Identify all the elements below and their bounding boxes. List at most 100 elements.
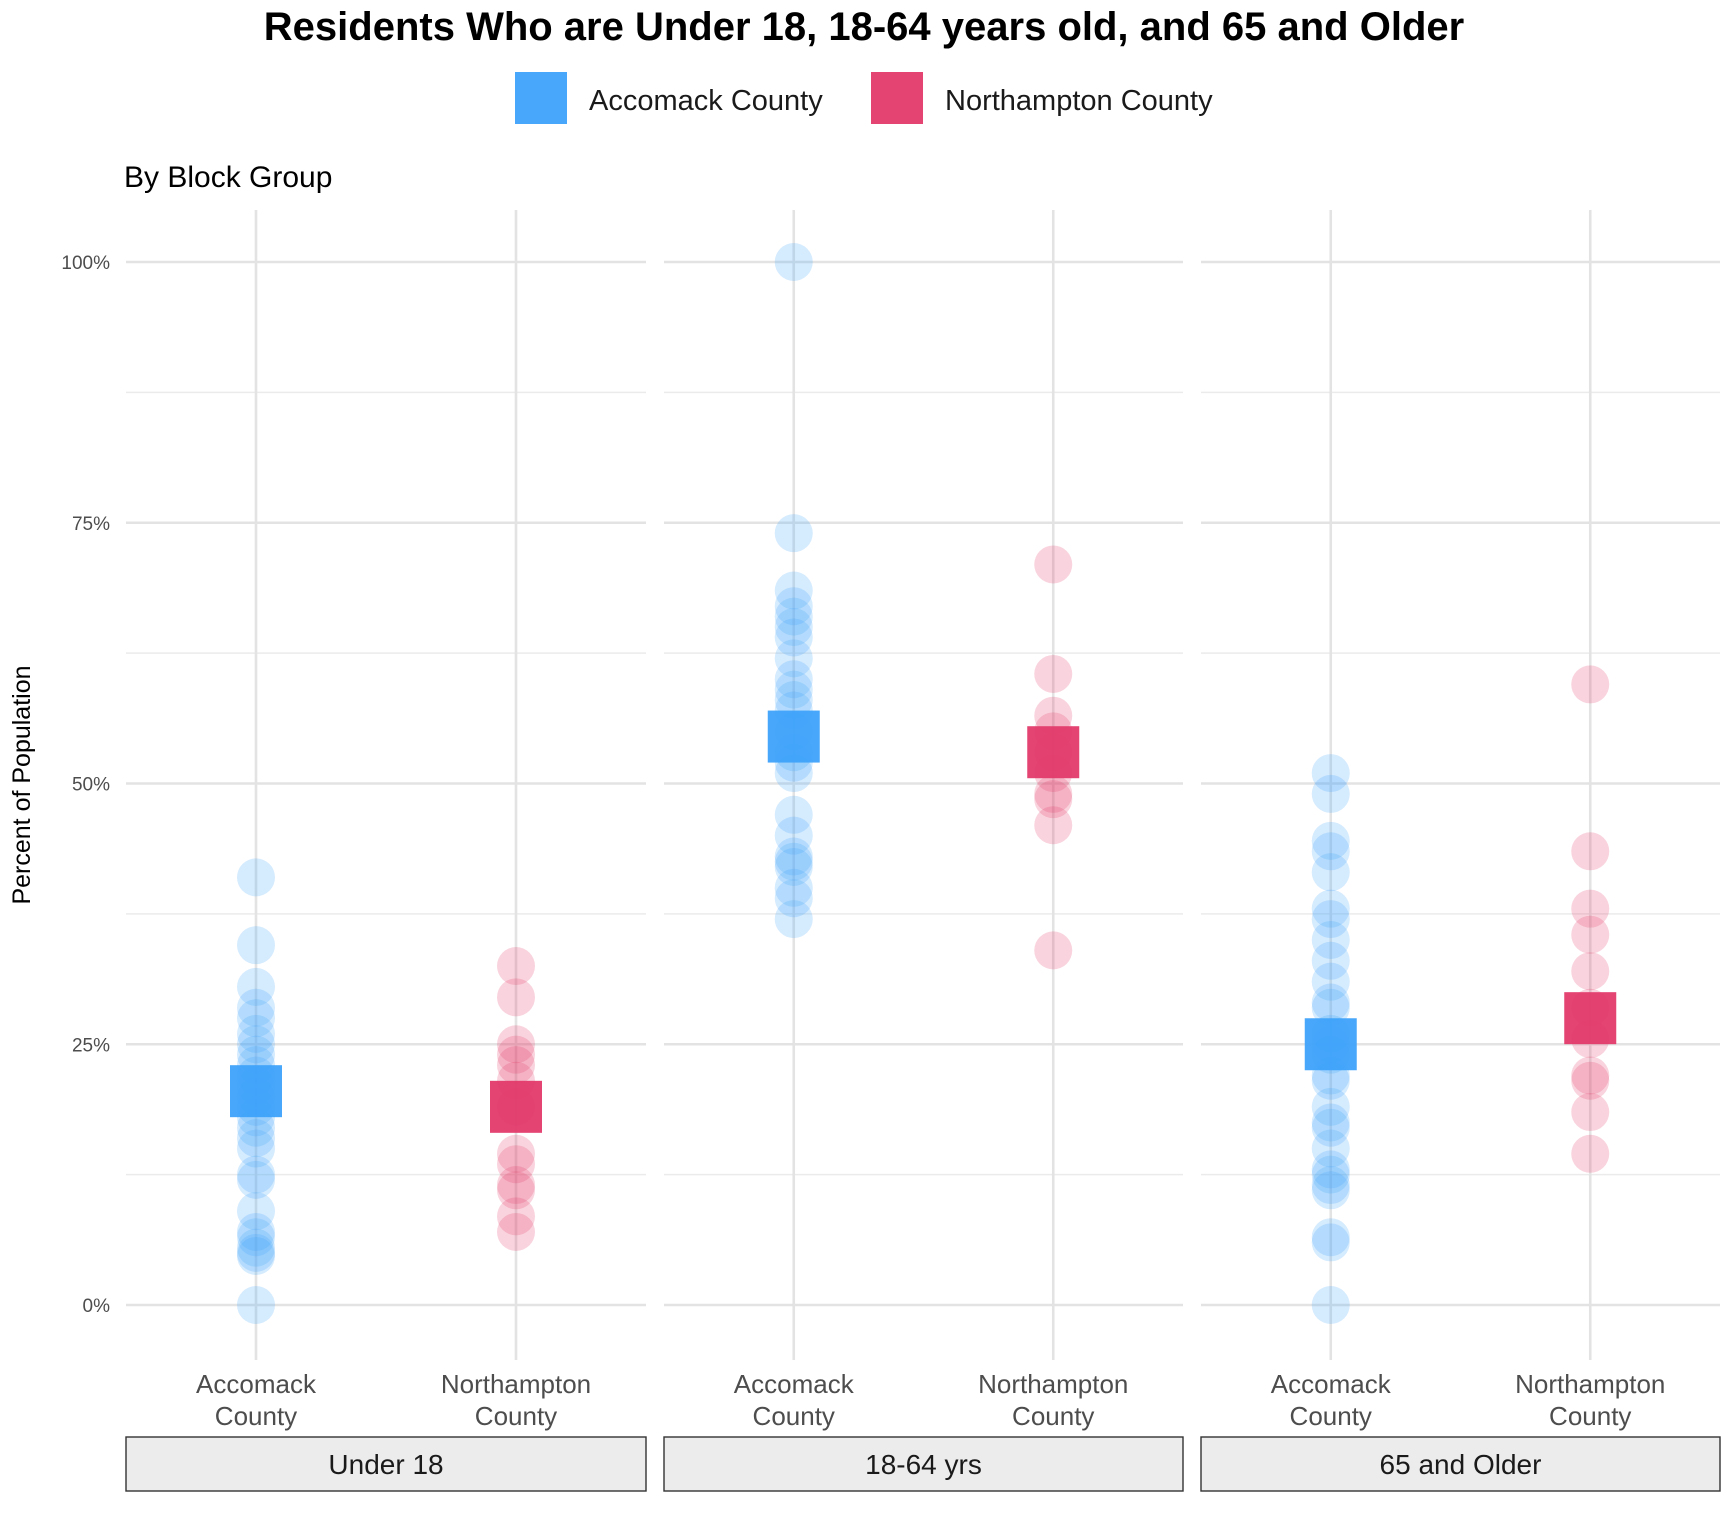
data-point <box>1571 1093 1610 1132</box>
y-tick-label: 50% <box>72 775 110 796</box>
y-tick-label: 0% <box>83 1296 111 1317</box>
data-point <box>1571 915 1610 954</box>
data-point <box>774 900 813 939</box>
data-point <box>1311 1150 1350 1189</box>
legend-label-northampton: Northampton County <box>945 85 1213 117</box>
data-point <box>237 1035 275 1074</box>
data-point <box>497 1134 535 1173</box>
data-point <box>1311 754 1350 793</box>
data-point <box>1034 931 1073 970</box>
data-point <box>774 639 813 678</box>
data-point <box>1311 1286 1350 1324</box>
data-point <box>1311 1223 1350 1262</box>
data-point <box>237 1014 275 1053</box>
data-point <box>497 1197 535 1236</box>
data-point <box>1311 1171 1350 1210</box>
data-point <box>237 1233 275 1272</box>
data-point <box>237 988 275 1027</box>
chart-title: Residents Who are Under 18, 18-64 years … <box>264 5 1464 49</box>
x-tick-label: Accomack <box>196 1369 317 1399</box>
mean-marker <box>230 1065 282 1118</box>
data-point <box>1311 1166 1350 1205</box>
data-point <box>237 1155 275 1194</box>
data-point <box>1571 1056 1610 1095</box>
data-point <box>1311 1129 1350 1168</box>
data-point <box>497 947 535 986</box>
x-tick-label: Northampton <box>1515 1369 1665 1399</box>
x-tick-label: Northampton <box>978 1369 1128 1399</box>
data-point <box>774 795 813 834</box>
x-tick-label: Accomack <box>1271 1369 1392 1399</box>
data-point <box>1034 696 1073 735</box>
mean-marker <box>1027 726 1080 779</box>
legend: Accomack County Northampton County <box>515 72 1213 124</box>
data-point <box>1311 774 1350 813</box>
data-point <box>1311 1108 1350 1147</box>
data-point <box>1034 780 1073 819</box>
data-point <box>1571 832 1610 871</box>
mean-marker <box>490 1080 542 1133</box>
data-point <box>497 978 535 1017</box>
data-point <box>774 597 813 636</box>
data-point <box>774 670 813 709</box>
data-point <box>1311 962 1350 1001</box>
data-point <box>774 660 813 699</box>
data-point <box>774 879 813 918</box>
y-tick-label: 75% <box>72 514 110 535</box>
data-point <box>1311 1061 1350 1100</box>
data-point <box>1311 1155 1350 1194</box>
facet-strip <box>125 1436 647 1492</box>
data-point <box>774 837 813 876</box>
data-point <box>237 999 275 1038</box>
data-point <box>1311 853 1350 892</box>
x-tick-label: County <box>1290 1401 1372 1431</box>
data-point <box>1311 988 1350 1027</box>
data-point <box>774 587 813 626</box>
data-point <box>237 1286 275 1324</box>
facet-strip <box>1200 1436 1721 1492</box>
data-point <box>774 681 813 720</box>
data-point <box>497 1035 535 1074</box>
data-point <box>237 1129 275 1168</box>
data-point <box>774 514 813 553</box>
facet-strip <box>663 1436 1184 1492</box>
facet-strip-label: 65 and Older <box>1380 1449 1542 1480</box>
data-point <box>497 1171 535 1210</box>
data-point <box>237 1025 275 1064</box>
data-point <box>497 1212 535 1251</box>
data-point <box>1571 1134 1610 1173</box>
x-tick-label: County <box>753 1401 835 1431</box>
data-point <box>237 858 275 897</box>
data-point <box>237 967 275 1006</box>
y-tick-label: 25% <box>72 1035 110 1056</box>
data-point <box>1311 1087 1350 1126</box>
data-point <box>774 608 813 647</box>
data-point <box>1311 821 1350 860</box>
data-point <box>237 1160 275 1199</box>
y-tick-label: 100% <box>61 253 110 274</box>
data-point <box>497 1145 535 1184</box>
data-point <box>774 243 813 281</box>
legend-swatch-accomack <box>515 72 567 124</box>
data-point <box>1311 920 1350 959</box>
x-tick-label: County <box>475 1401 557 1431</box>
data-point <box>1571 952 1610 991</box>
data-point <box>237 1212 275 1251</box>
data-point <box>1311 1103 1350 1142</box>
data-point <box>1571 1061 1610 1100</box>
data-point <box>774 868 813 907</box>
x-tick-label: County <box>1012 1401 1094 1431</box>
data-point <box>1034 806 1073 845</box>
data-point <box>1311 889 1350 928</box>
data-point <box>1311 900 1350 939</box>
chart-subtitle: By Block Group <box>124 161 332 194</box>
data-point <box>774 816 813 855</box>
x-tick-label: Northampton <box>441 1369 591 1399</box>
data-point <box>237 1192 275 1231</box>
data-point <box>497 1025 535 1064</box>
data-point <box>497 1166 535 1205</box>
y-axis-ticks: 0% 25% 50% 75% 100% <box>61 253 110 1317</box>
data-point <box>1571 665 1610 704</box>
